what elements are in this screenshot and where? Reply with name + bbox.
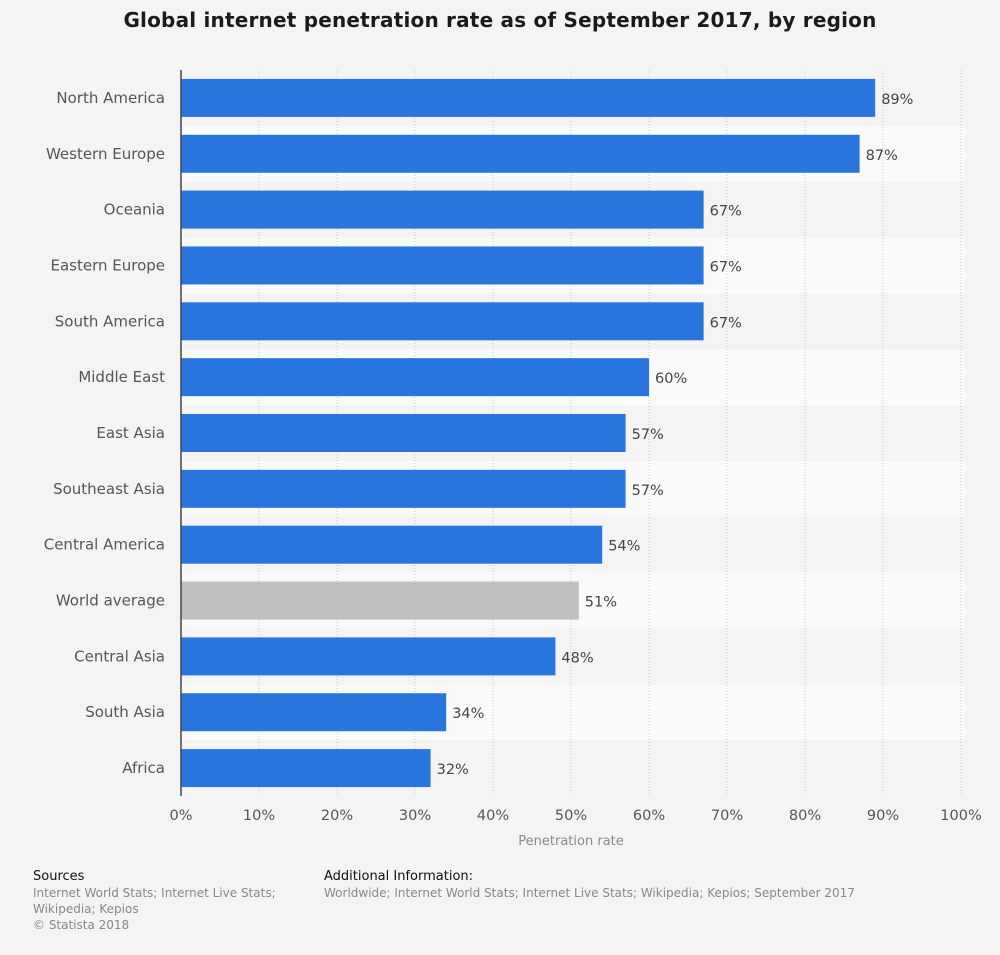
value-label: 54%	[608, 539, 640, 555]
bar	[181, 581, 579, 620]
sources-block: Sources Internet World Stats; Internet L…	[33, 869, 293, 933]
bar	[181, 246, 704, 285]
sources-heading: Sources	[33, 869, 85, 884]
category-label: Western Europe	[46, 145, 165, 163]
value-label: 67%	[710, 204, 742, 220]
value-label: 48%	[561, 650, 593, 666]
x-tick-label: 20%	[321, 808, 353, 824]
category-label: Central America	[44, 536, 165, 554]
category-label: Eastern Europe	[50, 256, 165, 274]
category-label: World average	[56, 592, 165, 610]
x-tick-label: 100%	[940, 808, 981, 824]
bar	[181, 637, 556, 676]
category-label: Oceania	[104, 201, 165, 219]
bar	[181, 190, 704, 229]
bar	[181, 749, 431, 788]
category-label: South America	[55, 312, 165, 330]
category-label: Middle East	[78, 368, 165, 386]
value-label: 34%	[452, 706, 484, 722]
bar	[181, 414, 626, 452]
x-tick-label: 70%	[711, 808, 743, 824]
bar	[181, 302, 704, 341]
x-tick-label: 60%	[633, 808, 665, 824]
bar	[181, 134, 860, 173]
value-label: 67%	[710, 259, 742, 275]
value-label: 89%	[881, 92, 913, 108]
x-tick-label: 90%	[867, 808, 899, 824]
category-label: Africa	[122, 759, 165, 777]
x-tick-label: 10%	[243, 808, 275, 824]
value-label: 87%	[866, 148, 898, 164]
bar	[181, 78, 876, 117]
bar	[181, 693, 447, 732]
x-tick-label: 40%	[477, 808, 509, 824]
category-label: East Asia	[96, 424, 165, 442]
value-label: 51%	[585, 595, 617, 611]
chart-title: Global internet penetration rate as of S…	[123, 8, 877, 32]
value-label: 67%	[710, 315, 742, 331]
x-tick-label: 0%	[169, 808, 192, 824]
bar-chart: 0% 10% 20% 30% 40% 50% 60% 70% 80% 90% 100% North A…	[44, 70, 982, 849]
bar	[181, 525, 603, 564]
additional-info-heading: Additional Information:	[324, 869, 474, 884]
x-tick-label: 80%	[789, 808, 821, 824]
bar	[181, 469, 626, 508]
additional-info-block: Additional Information: Worldwide; Inter…	[324, 869, 944, 901]
category-label: Southeast Asia	[53, 480, 165, 498]
category-label: Central Asia	[74, 647, 165, 665]
additional-info-text: Worldwide; Internet World Stats; Interne…	[324, 886, 855, 900]
x-tick-label: 50%	[555, 808, 587, 824]
category-label: North America	[56, 89, 165, 107]
value-label: 57%	[632, 427, 664, 443]
value-label: 57%	[632, 483, 664, 499]
sources-line-1: Internet World Stats; Internet Live Stat…	[33, 886, 276, 900]
value-label: 32%	[437, 762, 469, 778]
x-axis-title: Penetration rate	[518, 834, 623, 849]
category-label: South Asia	[85, 703, 165, 721]
sources-line-2: Wikipedia; Kepios	[33, 902, 139, 916]
copyright-line: © Statista 2018	[33, 918, 130, 932]
x-tick-label: 30%	[399, 808, 431, 824]
value-label: 60%	[655, 371, 687, 387]
bar	[181, 358, 649, 397]
